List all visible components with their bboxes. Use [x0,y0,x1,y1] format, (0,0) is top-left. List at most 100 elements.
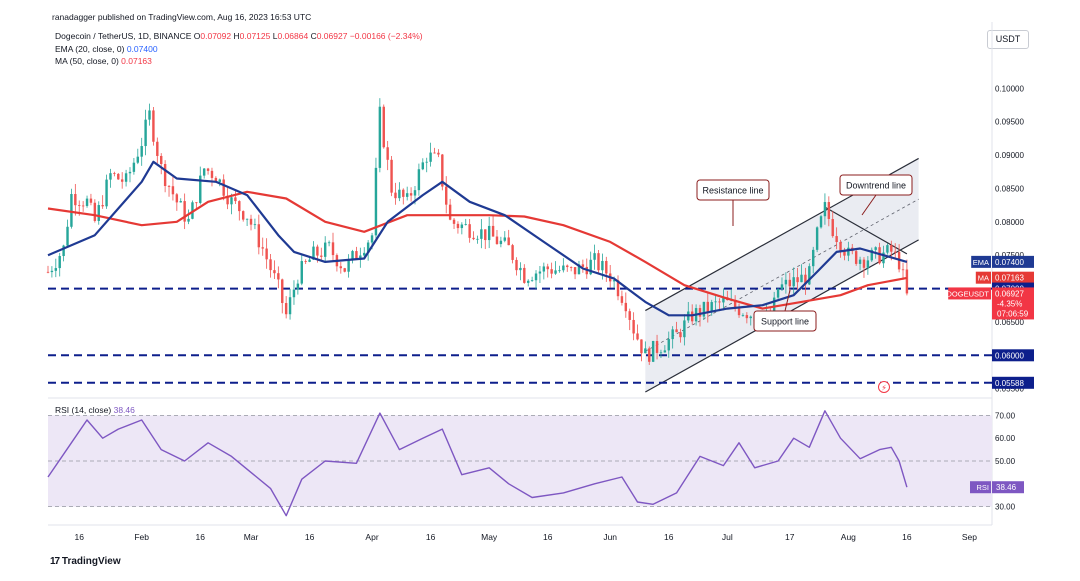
candle-body [847,247,850,256]
ohlc-open-value: 0.07092 [200,31,232,41]
bull-candle [714,295,717,311]
channel-mid-line [645,198,919,352]
bull-candle [644,341,647,354]
bear-candle [277,266,280,289]
ma-legend[interactable]: MA (50, close, 0) 0.07163 [55,56,152,66]
rsi-value: 38.46 [113,405,135,415]
price-tag-name-bg [948,287,991,300]
bull-candle [66,219,69,248]
bull-candle [741,313,745,317]
currency-selector[interactable]: USDT [987,30,1029,49]
candle-body [441,154,444,187]
candle-body [804,274,807,285]
bear-candle [113,171,116,177]
candle-body [163,164,167,186]
bull-candle [534,270,538,289]
candle-body [503,237,506,241]
tradingview-logo[interactable]: 17 TradingView [50,556,121,567]
candle-body [148,110,151,120]
bull-candle [651,340,655,363]
candle-body [866,260,870,268]
lightning-icon: ⚡ [878,381,890,393]
ma-price-tag: MA 0.07163 [975,271,1034,284]
candle-body [519,267,522,271]
candle-body [620,296,624,303]
candle-body [667,339,670,351]
bull-candle [527,279,530,287]
bull-candle [187,209,190,225]
ema-legend[interactable]: EMA (20, close, 0) 0.07400 [55,44,158,54]
candle-body [136,156,140,163]
bear-candle [495,229,499,245]
bear-candle [484,229,487,250]
bull-candle [136,148,140,165]
callout-text: Support line [761,317,809,327]
candle-body [854,251,858,264]
bear-candle [718,298,721,312]
time-tick-label: 16 [305,532,315,542]
candle-body [577,264,581,275]
bull-candle [429,142,432,167]
candle-body [269,259,272,271]
candle-body [831,219,834,237]
candle-body [54,268,58,271]
bear-candle [698,304,702,327]
candle-body [722,297,725,303]
bear-candle [788,272,792,293]
candle-body [612,280,616,282]
price-tag-extra: -4.35% [997,299,1022,308]
candle-body [554,270,557,274]
candle-body [390,159,393,193]
candle-body [359,255,362,259]
candle-body [433,152,436,154]
candle-body [648,348,651,362]
symbol-legend[interactable]: Dogecoin / TetherUS, 1D, BINANCE O0.0709… [55,31,423,41]
price-tag-name: DOGEUSDT [946,289,989,298]
candle-body [249,218,253,225]
bull-candle [230,193,233,215]
candle-body [398,189,401,199]
bear-candle [550,262,553,279]
candle-body [515,259,518,271]
candle-body [562,265,565,271]
bull-candle [476,235,479,244]
candle-body [636,333,639,340]
rsi-tick-label: 70.00 [995,411,1016,420]
candle-body [343,268,346,272]
price-tick-label: 0.07500 [995,251,1024,260]
candle-body [870,249,873,261]
bull-candle [202,168,206,179]
price-axis[interactable]: 0.10000 0.09500 0.09000 0.08500 0.08000 0.075… [946,84,1034,394]
candle-body [460,224,464,229]
bull-candle [808,263,811,286]
candle-body [308,259,311,262]
bear-candle [156,137,159,164]
candle-body [589,259,592,275]
candle-body [882,252,885,264]
bear-candle [249,214,253,231]
candle-body [370,235,374,243]
callout-pointer [784,289,791,312]
callout-text: Downtrend line [846,181,906,191]
time-tick-label: Jun [603,532,617,542]
bull-candle [800,264,803,283]
time-axis[interactable]: 16 Feb 16 Mar 16 Apr 16 May 16 Jun 16 Jul 17 Aug 16 Sep [74,532,977,542]
bull-candle [776,288,780,299]
resistance-callout: Resistance line [696,179,770,226]
bear-candle [386,140,389,171]
candle-body [74,194,77,206]
rsi-legend[interactable]: RSI (14, close) 38.46 [55,405,135,415]
bull-candle [538,265,542,284]
candle-body [355,251,358,259]
candle-body [195,202,198,204]
candle-body [238,201,241,212]
bull-candle [398,182,401,202]
candle-body [144,119,147,147]
bull-candle [323,236,327,262]
bull-candle [97,201,100,225]
candle-body [292,289,296,298]
candle-body [901,269,905,271]
candle-body [167,185,171,187]
time-tick-label: 16 [196,532,206,542]
